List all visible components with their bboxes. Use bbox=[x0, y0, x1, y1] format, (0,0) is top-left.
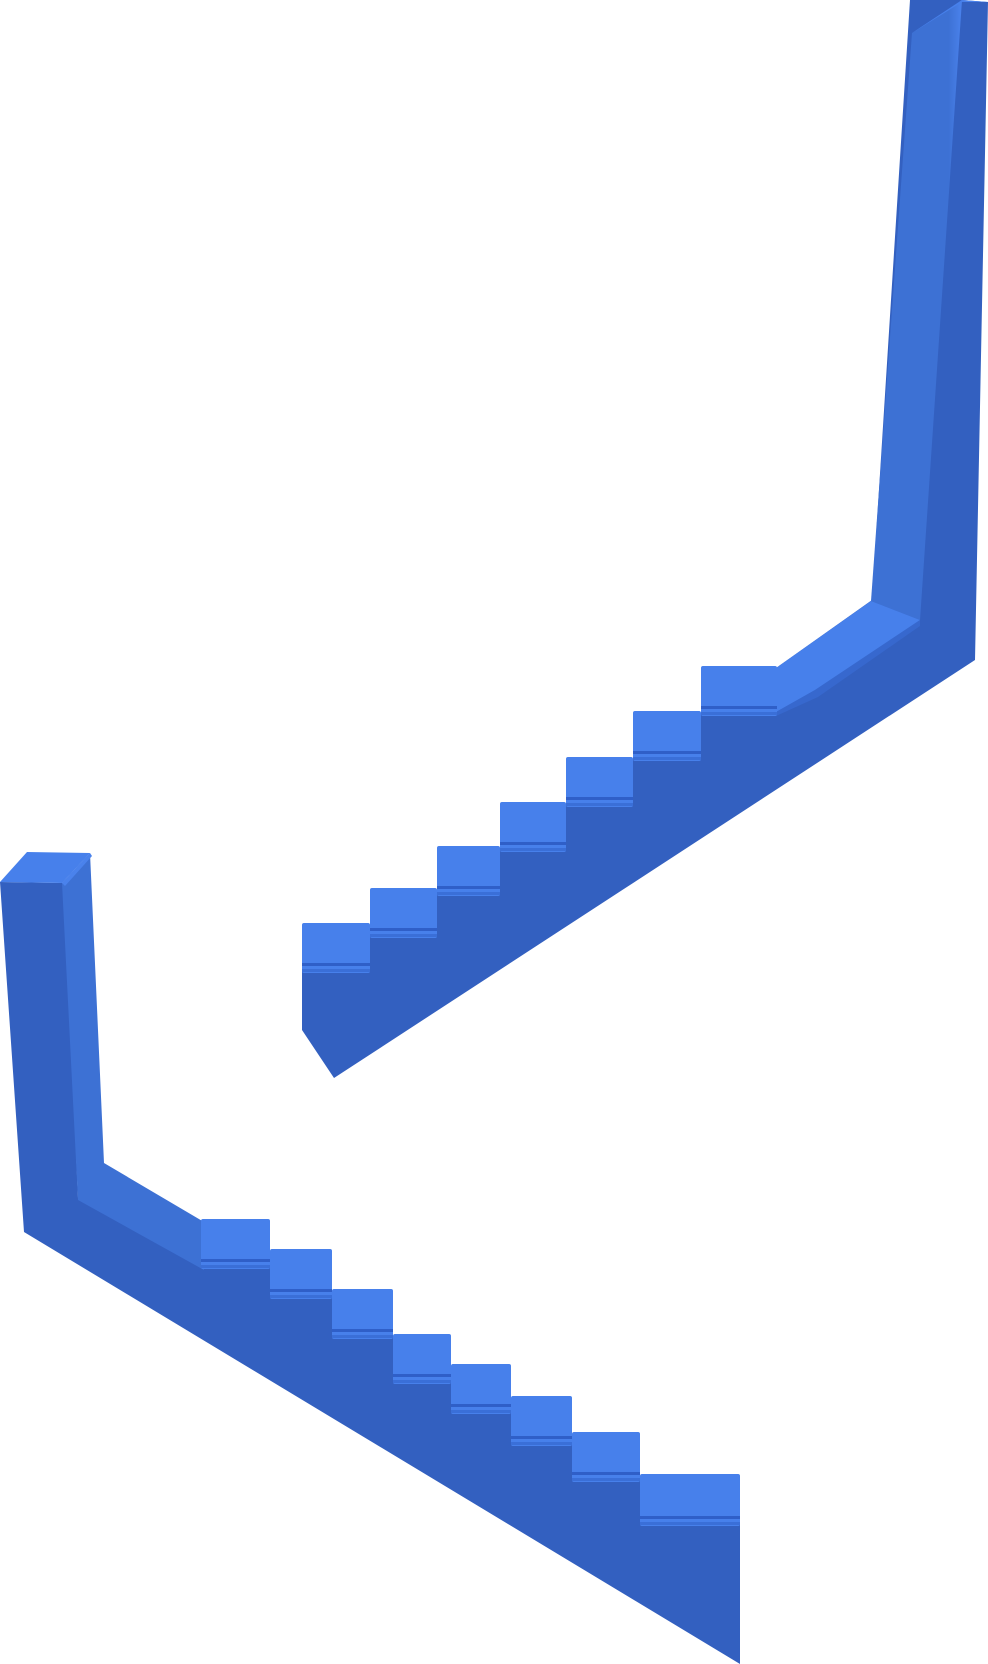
lower-step-5-tread bbox=[451, 1364, 511, 1414]
lower-step-7-tread bbox=[572, 1432, 640, 1482]
upper-step-1 bbox=[302, 923, 370, 973]
lower-step-1-stripe bbox=[201, 1259, 270, 1262]
upper-step-1-tread bbox=[302, 923, 370, 973]
lower-step-3 bbox=[332, 1289, 393, 1339]
upper-landing-shadow bbox=[776, 620, 920, 716]
upper-step-3-edge bbox=[437, 892, 500, 895]
lower-staircase bbox=[0, 852, 740, 1664]
upper-step-2 bbox=[370, 888, 437, 938]
lower-step-2 bbox=[270, 1249, 332, 1299]
upper-step-7-edge bbox=[701, 712, 777, 715]
upper-step-6-stripe bbox=[633, 751, 701, 754]
upper-step-2-tread bbox=[370, 888, 437, 938]
lower-step-5-edge bbox=[451, 1410, 511, 1413]
upper-step-7 bbox=[701, 666, 777, 716]
lower-step-2-tread bbox=[270, 1249, 332, 1299]
lower-step-4-stripe bbox=[393, 1374, 451, 1377]
upper-step-1-stripe bbox=[302, 963, 370, 966]
upper-step-2-edge bbox=[370, 934, 437, 937]
lower-step-4-tread bbox=[393, 1334, 451, 1384]
lower-post-highlight bbox=[62, 853, 92, 886]
lower-step-6-stripe bbox=[511, 1436, 572, 1439]
upper-landing-tread bbox=[776, 601, 920, 712]
lower-step-3-stripe bbox=[332, 1329, 393, 1332]
upper-step-6 bbox=[633, 711, 701, 761]
upper-staircase bbox=[302, 0, 988, 1078]
upper-step-3-stripe bbox=[437, 886, 500, 889]
lower-step-8 bbox=[640, 1474, 740, 1526]
upper-step-5-stripe bbox=[566, 797, 633, 800]
lower-step-2-edge bbox=[270, 1295, 332, 1298]
upper-step-3 bbox=[437, 846, 500, 896]
lower-step-3-tread bbox=[332, 1289, 393, 1339]
upper-post-front bbox=[871, 0, 962, 620]
lower-step-4-edge bbox=[393, 1380, 451, 1383]
lower-step-7 bbox=[572, 1432, 640, 1482]
lower-step-6 bbox=[511, 1396, 572, 1446]
upper-steps bbox=[302, 666, 777, 973]
lower-step-2-stripe bbox=[270, 1289, 332, 1292]
lower-step-5-stripe bbox=[451, 1404, 511, 1407]
upper-step-2-stripe bbox=[370, 928, 437, 931]
upper-step-5-edge bbox=[566, 803, 633, 806]
lower-step-4 bbox=[393, 1334, 451, 1384]
upper-step-6-edge bbox=[633, 757, 701, 760]
upper-step-7-tread bbox=[701, 666, 777, 716]
lower-post-top bbox=[0, 852, 90, 883]
lower-stair-body bbox=[0, 882, 740, 1664]
lower-step-5 bbox=[451, 1364, 511, 1414]
lower-step-1 bbox=[201, 1219, 270, 1269]
lower-step-8-edge bbox=[640, 1522, 740, 1525]
lower-step-1-tread bbox=[201, 1219, 270, 1269]
lower-step-7-edge bbox=[572, 1478, 640, 1481]
upper-step-1-edge bbox=[302, 969, 370, 972]
upper-step-4-edge bbox=[500, 848, 566, 851]
lower-step-6-edge bbox=[511, 1442, 572, 1445]
lower-step-8-stripe bbox=[640, 1516, 740, 1519]
upper-step-6-tread bbox=[633, 711, 701, 761]
upper-step-5-tread bbox=[566, 757, 633, 807]
lower-step-3-edge bbox=[332, 1335, 393, 1338]
lower-post-front bbox=[62, 853, 204, 1270]
upper-step-3-tread bbox=[437, 846, 500, 896]
upper-step-4-tread bbox=[500, 802, 566, 852]
upper-step-4-stripe bbox=[500, 842, 566, 845]
lower-step-6-tread bbox=[511, 1396, 572, 1446]
upper-step-4 bbox=[500, 802, 566, 852]
lower-steps bbox=[201, 1219, 740, 1526]
lower-step-8-tread bbox=[640, 1474, 740, 1526]
lower-step-1-edge bbox=[201, 1265, 270, 1268]
upper-step-7-stripe bbox=[701, 706, 777, 709]
upper-step-5 bbox=[566, 757, 633, 807]
lower-step-7-stripe bbox=[572, 1472, 640, 1475]
